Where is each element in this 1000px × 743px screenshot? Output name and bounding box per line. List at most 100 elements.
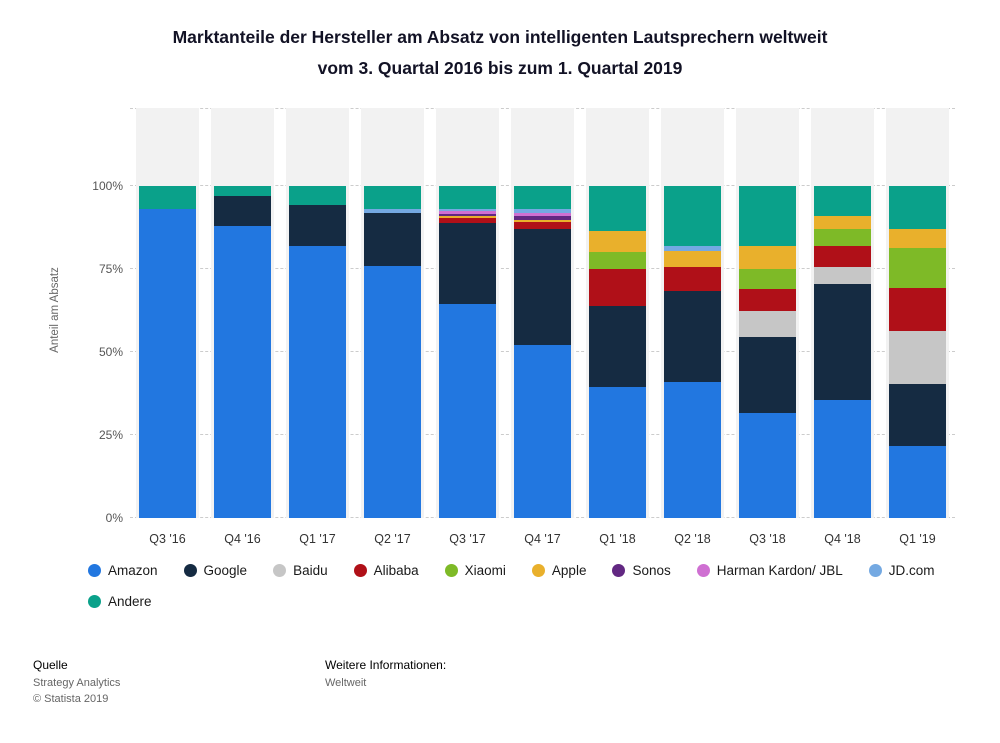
bar-segment-jd-com[interactable]	[439, 209, 496, 211]
legend-item-andere[interactable]: Andere	[88, 593, 152, 610]
x-axis-labels: Q3 '16 Q4 '16 Q1 '17 Q2 '17 Q3 '17 Q4 '17 Q1 '…	[130, 528, 955, 546]
bar-segment-andere[interactable]	[814, 186, 871, 216]
bar-segment-apple[interactable]	[514, 219, 571, 222]
bar-segment-andere[interactable]	[739, 186, 796, 246]
bar-segment-andere[interactable]	[214, 186, 271, 196]
legend-label-sonos: Sonos	[632, 563, 671, 578]
bar-segment-apple[interactable]	[664, 250, 721, 268]
bar-segment-google[interactable]	[664, 290, 721, 382]
legend-item-amazon[interactable]: Amazon	[88, 562, 158, 579]
info-value: Weltweit	[325, 677, 367, 689]
legend-item-apple[interactable]: Apple	[531, 562, 586, 579]
bar-segment-jd-com[interactable]	[664, 245, 721, 251]
legend-dot-harman-kardon-jbl	[696, 564, 710, 577]
bar-segment-amazon[interactable]	[664, 381, 721, 518]
legend-label-amazon: Amazon	[108, 563, 158, 578]
bar-segment-alibaba[interactable]	[664, 267, 721, 291]
bar-segment-apple[interactable]	[589, 230, 646, 253]
bar-segment-baidu[interactable]	[889, 331, 946, 384]
bar-segment-xiaomi[interactable]	[739, 269, 796, 289]
bar-segment-google[interactable]	[739, 337, 796, 414]
bar-segment-andere[interactable]	[289, 186, 346, 206]
bar-segment-jd-com[interactable]	[514, 209, 571, 213]
bar-segment-harman-kardon-jbl[interactable]	[439, 210, 496, 214]
legend-label-xiaomi: Xiaomi	[464, 563, 506, 578]
chart-title-line2: vom 3. Quartal 2016 bis zum 1. Quartal 2…	[317, 58, 683, 78]
bar-segment-apple[interactable]	[439, 215, 496, 218]
bar-segment-amazon[interactable]	[589, 386, 646, 518]
bar-segment-google[interactable]	[289, 205, 346, 247]
bar-segment-andere[interactable]	[439, 186, 496, 210]
stacked-bar-q2-18	[664, 186, 721, 518]
stacked-bar-q3-17	[439, 186, 496, 518]
bar-segment-alibaba[interactable]	[814, 245, 871, 268]
legend-item-xiaomi[interactable]: Xiaomi	[444, 562, 506, 579]
bar-segment-harman-kardon-jbl[interactable]	[514, 212, 571, 216]
bar-segment-andere[interactable]	[364, 186, 421, 210]
bar-columns	[130, 108, 955, 518]
bar-segment-google[interactable]	[514, 229, 571, 346]
bar-segment-amazon[interactable]	[289, 246, 346, 518]
bar-segment-andere[interactable]	[589, 186, 646, 231]
legend-item-harman-kardon-jbl[interactable]: Harman Kardon/ JBL	[696, 562, 843, 579]
legend-item-sonos[interactable]: Sonos	[612, 562, 671, 579]
stacked-bar-q1-18	[589, 186, 646, 518]
bar-segment-andere[interactable]	[139, 186, 196, 210]
legend-dot-alibaba	[353, 564, 367, 577]
legend-item-baidu[interactable]: Baidu	[273, 562, 328, 579]
bar-segment-amazon[interactable]	[364, 265, 421, 518]
bar-segment-andere[interactable]	[664, 186, 721, 246]
bar-segment-amazon[interactable]	[214, 225, 271, 518]
bar-segment-google[interactable]	[589, 305, 646, 387]
stacked-bar-q4-17	[514, 186, 571, 518]
bar-segment-amazon[interactable]	[814, 400, 871, 518]
legend-dot-google	[183, 564, 197, 577]
stacked-bar-q4-18	[814, 186, 871, 518]
bar-segment-baidu[interactable]	[739, 310, 796, 338]
y-axis-tick-label: 25%	[98, 428, 123, 442]
bar-segment-amazon[interactable]	[739, 413, 796, 518]
bar-segment-google[interactable]	[439, 222, 496, 304]
bar-segment-sonos[interactable]	[439, 213, 496, 216]
legend-item-alibaba[interactable]: Alibaba	[353, 562, 419, 579]
bar-segment-alibaba[interactable]	[514, 221, 571, 230]
bar-segment-alibaba[interactable]	[889, 287, 946, 332]
bar-segment-andere[interactable]	[889, 186, 946, 229]
legend-item-google[interactable]: Google	[183, 562, 248, 579]
info-block: Weitere Informationen: Weltweit	[325, 658, 446, 693]
bar-segment-apple[interactable]	[889, 228, 946, 249]
legend-dot-jd-com	[868, 564, 882, 577]
bar-segment-jd-com[interactable]	[364, 209, 421, 213]
bar-segment-amazon[interactable]	[889, 445, 946, 518]
bar-segment-google[interactable]	[364, 212, 421, 266]
bar-segment-xiaomi[interactable]	[589, 252, 646, 270]
y-axis-tick-label: 50%	[98, 345, 123, 359]
bar-segment-amazon[interactable]	[439, 303, 496, 518]
x-axis-label-q4-17: Q4 '17	[524, 532, 561, 546]
bar-segment-alibaba[interactable]	[589, 269, 646, 306]
source-value: Strategy Analytics	[33, 677, 121, 689]
legend-label-andere: Andere	[108, 594, 152, 609]
bar-segment-apple[interactable]	[814, 215, 871, 230]
bar-segment-andere[interactable]	[514, 186, 571, 210]
bar-segment-apple[interactable]	[739, 245, 796, 270]
copyright-text: © Statista 2019	[33, 693, 109, 705]
legend-item-jd-com[interactable]: JD.com	[868, 562, 935, 579]
bar-segment-xiaomi[interactable]	[889, 248, 946, 288]
legend-label-harman-kardon-jbl: Harman Kardon/ JBL	[716, 563, 843, 578]
stacked-bar-q1-17	[289, 186, 346, 518]
x-axis-label-q2-17: Q2 '17	[374, 532, 411, 546]
bar-segment-amazon[interactable]	[139, 209, 196, 518]
bar-segment-amazon[interactable]	[514, 345, 571, 518]
bar-segment-google[interactable]	[814, 283, 871, 401]
x-axis-label-q3-18: Q3 '18	[749, 532, 786, 546]
bar-segment-baidu[interactable]	[814, 267, 871, 284]
bar-segment-alibaba[interactable]	[439, 217, 496, 223]
legend: Amazon Google Baidu Alibaba Xiaomi Apple Sonos…	[88, 562, 950, 610]
bar-segment-alibaba[interactable]	[739, 288, 796, 311]
bar-segment-sonos[interactable]	[514, 215, 571, 220]
bar-segment-google[interactable]	[214, 195, 271, 226]
bar-segment-google[interactable]	[889, 383, 946, 446]
legend-label-google: Google	[203, 563, 248, 578]
bar-segment-xiaomi[interactable]	[814, 229, 871, 246]
